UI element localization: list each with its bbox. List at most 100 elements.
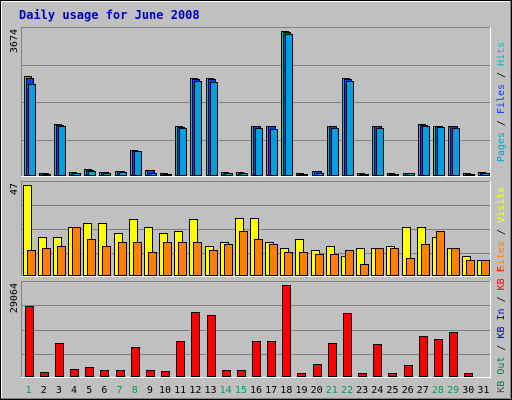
bar-kb-f [116, 370, 125, 377]
x-tick-label: 25 [386, 385, 398, 396]
bar-sites [375, 248, 384, 276]
bar-kb-f [25, 306, 34, 377]
x-tick-label: 3 [56, 385, 62, 396]
bar-pages [300, 174, 308, 176]
legend-entry: / [496, 290, 507, 308]
bar-sites [390, 248, 399, 276]
x-tick-label: 27 [417, 385, 429, 396]
x-tick-label: 16 [250, 385, 262, 396]
x-tick-label: 26 [402, 385, 414, 396]
legend-entry: Hits [496, 42, 507, 66]
y-max-label: 47 [9, 183, 20, 195]
y-max-label: 29064 [9, 283, 20, 313]
bar-kb-f [343, 313, 352, 377]
bar-pages [28, 84, 36, 176]
x-tick-label: 28 [432, 385, 444, 396]
bar-sites [451, 248, 460, 276]
bar-pages [179, 128, 187, 176]
bar-sites [178, 242, 187, 276]
x-tick-label: 15 [235, 385, 247, 396]
bar-pages [225, 173, 233, 176]
x-tick-label: 8 [132, 385, 138, 396]
legend: Pages / Files / Hits [496, 42, 507, 162]
bar-sites [239, 231, 248, 276]
bar-pages [73, 173, 81, 176]
bar-pages [467, 174, 475, 176]
panel-sites-visits: 47 Sites / Visits [9, 181, 507, 277]
x-tick-label: 14 [220, 385, 232, 396]
bar-kb-f [222, 370, 231, 377]
bar-pages [103, 173, 111, 176]
legend-entry: / [496, 114, 507, 132]
chart-panels: 3 67 4 Pages / Files / Hits 47 Sites / Visits… [9, 27, 507, 393]
bar-pages [407, 173, 415, 176]
x-tick-label: 4 [71, 385, 77, 396]
bar-pages [255, 128, 263, 176]
bar-pages [194, 81, 202, 176]
bar-kb-f [267, 341, 276, 377]
x-tick-label: 1 [26, 385, 32, 396]
bar-kb-f [176, 341, 185, 377]
x-tick-label: 7 [117, 385, 123, 396]
x-tick-label: 20 [311, 385, 323, 396]
bar-sites [406, 258, 415, 276]
bar-kb-f [40, 372, 49, 377]
bar-pages [331, 128, 339, 176]
legend-entry: / [496, 339, 507, 357]
x-tick-label: 11 [174, 385, 186, 396]
bar-sites [118, 242, 127, 276]
bar-kb-f [297, 373, 306, 377]
legend-entry: / [496, 223, 507, 241]
bar-kb-f [100, 370, 109, 377]
chart-title: Daily usage for June 2008 [19, 8, 200, 22]
legend: KB Out / KB In / KB F [496, 266, 507, 392]
bar-pages [210, 82, 218, 176]
legend-entry: Sites [496, 241, 507, 271]
bar-kb-f [161, 371, 170, 377]
bar-pages [88, 171, 96, 176]
legend-entry: Visits [496, 187, 507, 223]
bar-kb-f [252, 341, 261, 377]
bar-kb-f [85, 367, 94, 377]
bar-kb-f [373, 344, 382, 377]
bar-kb-f [464, 373, 473, 377]
x-tick-label: 23 [356, 385, 368, 396]
x-axis-labels: 1 2 3 4 5 6 7 8 9 10 11 12 13 14 15 16 17 18 19 20 21 22 23 24 2… [26, 385, 490, 396]
legend-entry: Pages [496, 132, 507, 162]
bar-pages [58, 126, 66, 176]
bar-pages [285, 34, 293, 176]
bar-sites [148, 252, 157, 276]
bar-kb-f [191, 312, 200, 377]
bar-sites [299, 252, 308, 276]
x-tick-label: 17 [265, 385, 277, 396]
bar-sites [209, 250, 218, 276]
legend-entry: KB Out [496, 357, 507, 393]
legend-entry: KB F [496, 266, 507, 290]
x-tick-label: 19 [295, 385, 307, 396]
bar-pages [43, 174, 51, 176]
bar-pages [482, 173, 490, 176]
bar-sites [72, 227, 81, 276]
bar-pages [361, 174, 369, 176]
bar-pages [240, 173, 248, 176]
bar-kb-f [237, 370, 246, 377]
bar-sites [466, 260, 475, 276]
bar-pages [376, 128, 384, 176]
bar-kb-f [282, 285, 291, 377]
bar-pages [134, 151, 142, 176]
bar-pages [422, 126, 430, 176]
bar-sites [330, 254, 339, 276]
bar-kb-f [449, 332, 458, 377]
bar-sites [269, 244, 278, 276]
bar-kb-f [313, 364, 322, 377]
bar-pages [164, 174, 172, 176]
x-tick-label: 6 [101, 385, 107, 396]
bar-kb-f [70, 369, 79, 377]
bar-pages [452, 128, 460, 176]
bar-pages [149, 173, 157, 176]
legend-entry: Files [496, 84, 507, 114]
bar-sites [315, 254, 324, 276]
bar-sites [224, 244, 233, 276]
x-tick-label: 29 [447, 385, 459, 396]
